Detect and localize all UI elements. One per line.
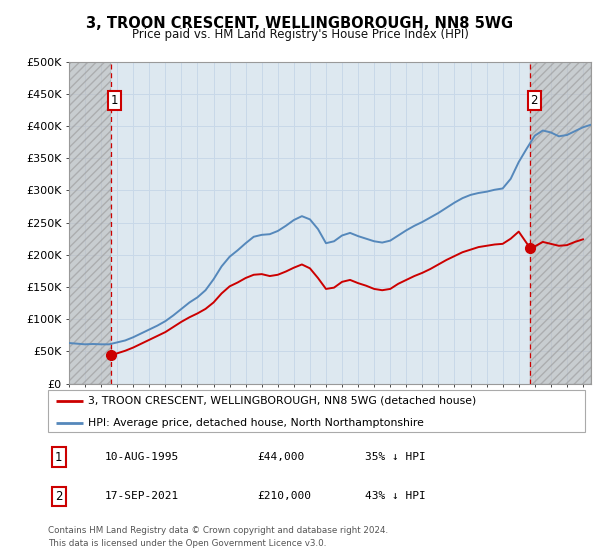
- Bar: [530, 62, 591, 384]
- Text: 3, TROON CRESCENT, WELLINGBOROUGH, NN8 5WG (detached house): 3, TROON CRESCENT, WELLINGBOROUGH, NN8 5…: [88, 396, 476, 406]
- Text: 35% ↓ HPI: 35% ↓ HPI: [365, 452, 425, 462]
- Text: 10-AUG-1995: 10-AUG-1995: [104, 452, 179, 462]
- Text: 2: 2: [55, 490, 62, 503]
- Text: 1: 1: [111, 94, 119, 107]
- Text: 1: 1: [55, 451, 62, 464]
- Text: HPI: Average price, detached house, North Northamptonshire: HPI: Average price, detached house, Nort…: [88, 418, 424, 428]
- Text: 17-SEP-2021: 17-SEP-2021: [104, 491, 179, 501]
- Text: Price paid vs. HM Land Registry's House Price Index (HPI): Price paid vs. HM Land Registry's House …: [131, 28, 469, 41]
- Text: £44,000: £44,000: [257, 452, 305, 462]
- Text: Contains HM Land Registry data © Crown copyright and database right 2024.
This d: Contains HM Land Registry data © Crown c…: [48, 526, 388, 548]
- Text: 3, TROON CRESCENT, WELLINGBOROUGH, NN8 5WG: 3, TROON CRESCENT, WELLINGBOROUGH, NN8 5…: [86, 16, 514, 31]
- Text: £210,000: £210,000: [257, 491, 311, 501]
- Text: 2: 2: [530, 94, 538, 107]
- Bar: [69, 62, 111, 384]
- Text: 43% ↓ HPI: 43% ↓ HPI: [365, 491, 425, 501]
- FancyBboxPatch shape: [48, 390, 585, 432]
